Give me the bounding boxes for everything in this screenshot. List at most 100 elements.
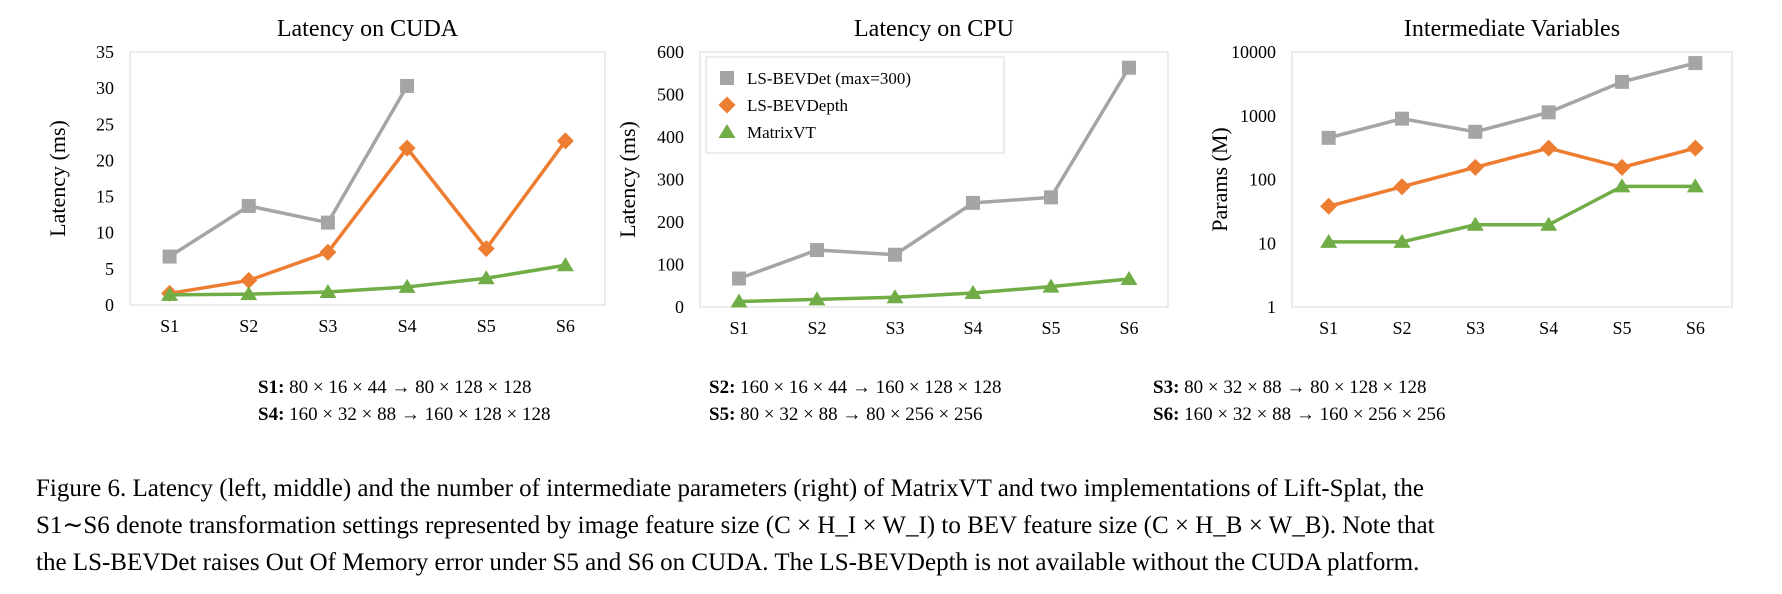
caption-line: S1∼S6 denote transformation settings rep…	[36, 512, 1435, 539]
settings-col-1: S1: 80 × 16 × 44 → 80 × 128 × 128 S4: 16…	[258, 374, 551, 428]
data-point	[161, 286, 179, 301]
x-tick-label: S5	[1612, 318, 1631, 338]
setting-label: S3:	[1153, 377, 1180, 398]
data-point	[398, 278, 416, 293]
chart-title: Latency on CPU	[854, 16, 1014, 42]
y-tick-label: 20	[96, 150, 114, 170]
y-tick-label: 100	[1249, 170, 1276, 190]
x-tick-label: S2	[1392, 318, 1411, 338]
y-tick-label: 15	[96, 187, 114, 207]
data-point	[1615, 74, 1629, 89]
data-point	[810, 243, 824, 258]
setting-text: 160 × 32 × 88 → 160 × 256 × 256	[1184, 404, 1446, 425]
caption-line: the LS-BEVDet raises Out Of Memory error…	[36, 549, 1420, 576]
setting-text: 160 × 16 × 44 → 160 × 128 × 128	[740, 377, 1002, 398]
data-point	[400, 78, 415, 93]
data-point	[888, 247, 902, 262]
data-point	[240, 271, 258, 289]
y-tick-label: 500	[657, 85, 684, 105]
legend-label: LS-BEVDepth	[747, 96, 849, 115]
legend-marker	[718, 96, 736, 114]
series-line	[1328, 146, 1696, 208]
data-point	[1466, 158, 1484, 176]
x-tick-label: S5	[477, 316, 496, 336]
data-point	[1122, 60, 1136, 75]
series-line	[169, 139, 567, 296]
data-point	[1393, 233, 1411, 248]
setting-label: S6:	[1153, 404, 1180, 425]
chart-title: Intermediate Variables	[1404, 16, 1620, 42]
data-point	[1540, 216, 1558, 231]
data-point	[1613, 178, 1631, 193]
data-point	[1320, 197, 1338, 215]
chart-1: Latency on CUDA 0 5 10 15 20 25 30 35 Latency (ms…	[45, 16, 606, 336]
plot-area	[699, 51, 1169, 308]
series-line	[738, 277, 1130, 304]
data-point	[1468, 124, 1483, 139]
setting-label: S2:	[709, 377, 736, 398]
setting-s4: S4: 160 × 32 × 88 → 160 × 128 × 128	[258, 401, 551, 428]
x-tick-label: S1	[1319, 318, 1338, 338]
data-point	[1541, 105, 1556, 120]
setting-label: S5:	[709, 404, 736, 425]
x-tick-label: S1	[729, 318, 748, 338]
x-tick-label: S4	[963, 318, 982, 338]
legend-marker	[718, 124, 736, 138]
data-point	[1540, 139, 1558, 157]
data-point	[1686, 139, 1704, 157]
y-tick-label: 1000	[1240, 106, 1276, 126]
setting-s2: S2: 160 × 16 × 44 → 160 × 128 × 128	[709, 374, 1002, 401]
setting-label: S4:	[258, 404, 285, 425]
y-tick-label: 0	[105, 295, 114, 315]
y-tick-label: 400	[657, 127, 684, 147]
y-tick-label: 10	[1258, 233, 1276, 253]
setting-s5: S5: 80 × 32 × 88 → 80 × 256 × 256	[709, 401, 1002, 428]
x-tick-label: S2	[807, 318, 826, 338]
data-point	[162, 249, 177, 264]
x-tick-label: S5	[1041, 318, 1060, 338]
y-tick-label: 10	[96, 223, 114, 243]
y-tick-label: 5	[105, 259, 114, 279]
y-tick-label: 300	[657, 170, 684, 190]
legend-label: MatrixVT	[747, 123, 817, 142]
data-point	[556, 257, 574, 272]
y-tick-label: 0	[675, 297, 684, 317]
data-point	[319, 243, 337, 261]
series-line	[169, 263, 566, 297]
x-tick-label: S4	[398, 316, 417, 336]
y-tick-label: 600	[657, 42, 684, 62]
plot-area	[129, 51, 606, 306]
series-line	[738, 66, 1131, 281]
data-point	[808, 291, 826, 306]
chart-title: Latency on CUDA	[277, 16, 459, 42]
plot-area	[1291, 51, 1733, 308]
legend-marker	[720, 71, 734, 85]
data-point	[319, 283, 337, 298]
data-point	[1686, 178, 1704, 193]
data-point	[1120, 270, 1138, 285]
setting-s6: S6: 160 × 32 × 88 → 160 × 256 × 256	[1153, 401, 1446, 428]
settings-col-3: S3: 80 × 32 × 88 → 80 × 128 × 128 S6: 16…	[1153, 374, 1446, 428]
series-line	[1328, 184, 1696, 244]
data-point	[1320, 233, 1338, 248]
setting-text: 80 × 16 × 44 → 80 × 128 × 128	[289, 377, 532, 398]
y-tick-label: 25	[96, 114, 114, 134]
y-tick-label: 200	[657, 212, 684, 232]
y-axis-label: Latency (ms)	[615, 121, 640, 238]
data-point	[1688, 56, 1703, 71]
chart-2: Latency on CPU 0 100 200 300 400 500 600 Latency…	[615, 16, 1169, 338]
data-point	[964, 284, 982, 299]
data-point	[1466, 216, 1484, 231]
x-tick-label: S1	[160, 316, 179, 336]
y-tick-label: 1	[1267, 297, 1276, 317]
legend-label: LS-BEVDet (max=300)	[747, 69, 911, 88]
y-axis-label: Latency (ms)	[45, 120, 70, 237]
data-point	[730, 293, 748, 308]
data-point	[886, 289, 904, 304]
data-point	[1613, 158, 1631, 176]
x-tick-label: S6	[556, 316, 575, 336]
figure-caption: Figure 6. Latency (left, middle) and the…	[36, 470, 1756, 581]
series-line	[1328, 61, 1696, 140]
x-tick-label: S3	[318, 316, 337, 336]
